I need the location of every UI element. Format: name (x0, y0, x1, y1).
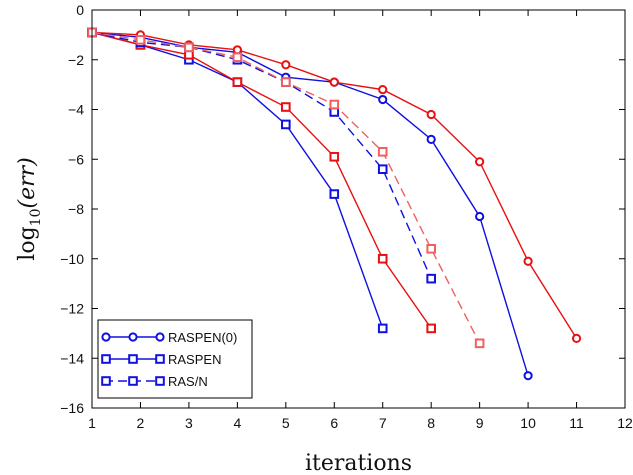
legend-label: RASPEN (168, 352, 221, 367)
y-tick-label: −8 (68, 201, 84, 217)
x-tick-label: 6 (330, 415, 338, 431)
series-1 (87, 27, 582, 343)
series-layer (87, 27, 582, 381)
y-tick-label: −12 (60, 301, 84, 317)
legend-marker (155, 376, 165, 386)
data-point (377, 164, 388, 174)
data-point (426, 244, 436, 254)
data-point (571, 333, 582, 343)
y-axis-title: log10(err) (15, 157, 44, 260)
legend-box (97, 319, 253, 399)
y-tick-label: 0 (76, 2, 84, 18)
y-tick-label: −2 (68, 52, 84, 68)
x-tick-label: 2 (137, 415, 145, 431)
legend-marker (128, 354, 138, 364)
data-point (281, 60, 291, 70)
data-point (377, 146, 388, 157)
legend-label: RAS/N (168, 374, 208, 389)
series-2 (87, 27, 388, 334)
y-axis-title-log: log (15, 226, 40, 260)
y-tick-label: −4 (68, 102, 84, 118)
x-tick-label: 8 (427, 415, 435, 431)
legend: RASPEN(0) RASPEN RAS/N (97, 319, 253, 399)
y-tick-label: −14 (60, 350, 84, 366)
series-5 (87, 27, 485, 349)
x-axis-title: iterations (305, 451, 412, 475)
data-point (281, 119, 291, 130)
data-point (184, 42, 194, 53)
data-point (232, 45, 242, 55)
x-tick-label: 3 (185, 415, 193, 431)
data-point (281, 102, 291, 112)
x-tick-label: 1 (88, 415, 96, 431)
data-point (426, 273, 436, 284)
data-point (426, 109, 436, 120)
legend-marker (128, 376, 138, 386)
data-point (475, 211, 485, 222)
y-tick-label: −10 (60, 251, 84, 267)
data-point (232, 52, 243, 63)
y-tick-label: −16 (60, 400, 84, 416)
legend-marker (155, 332, 165, 342)
legend-marker (128, 332, 138, 342)
series-line (91, 31, 384, 329)
x-tick-label: 9 (476, 415, 484, 431)
data-point (329, 151, 340, 162)
data-point (377, 253, 388, 264)
legend-marker (101, 376, 111, 386)
legend-marker (155, 354, 165, 364)
series-line (91, 31, 529, 376)
data-point (523, 256, 533, 266)
x-tick-label: 7 (379, 415, 387, 431)
data-point (329, 189, 340, 199)
data-point (378, 85, 388, 95)
y-tick-label: −6 (68, 151, 84, 167)
data-point (523, 371, 533, 381)
data-point (329, 99, 340, 110)
y-axis-title-subscript: 10 (28, 209, 44, 227)
data-point (184, 49, 194, 60)
x-tick-label: 5 (282, 415, 290, 431)
data-point (426, 134, 436, 144)
x-tick-label: 10 (520, 415, 536, 431)
series-line (91, 31, 432, 329)
data-point (281, 77, 291, 87)
series-line (91, 31, 432, 279)
x-tick-label: 12 (617, 415, 633, 431)
legend-marker (101, 332, 111, 342)
data-point (426, 323, 436, 334)
data-point (475, 157, 485, 167)
data-point (377, 323, 388, 334)
y-axis-title-argument: (err) (15, 157, 40, 208)
data-point (329, 77, 339, 87)
data-point (329, 107, 340, 117)
ticks-layer: 1 2 3 4 5 6 7 8 9 10 11 120−2−4−6−8−10−12−14−16 (60, 2, 633, 431)
data-point (474, 338, 485, 349)
data-point (232, 77, 243, 87)
legend-label: RASPEN(0) (168, 330, 237, 345)
x-tick-label: 4 (233, 415, 241, 431)
series-3 (87, 27, 436, 334)
data-point (135, 35, 146, 45)
x-tick-label: 11 (569, 415, 584, 431)
data-point (378, 94, 388, 105)
legend-marker (101, 354, 111, 364)
